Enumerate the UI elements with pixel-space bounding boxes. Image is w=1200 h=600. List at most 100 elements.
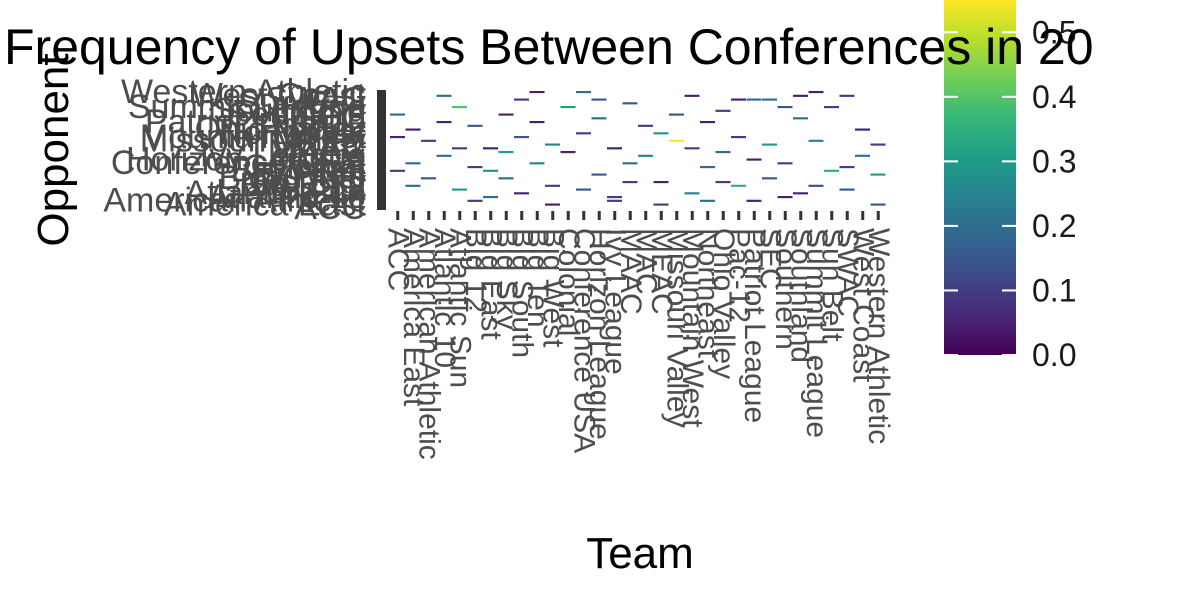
x-tick-label: Colonial [552,228,585,336]
y-tick-label: ACC [294,189,366,227]
heatmap-cell [421,139,436,142]
heatmap-cell [653,132,669,135]
heatmap-cell [653,181,669,184]
y-tick-label: Western Athletic [121,73,366,111]
heatmap-cell [669,113,684,116]
heatmap-cell [514,192,529,195]
heatmap-cell [700,121,715,124]
heatmap-cell [684,192,700,195]
y-tick-label: Conference USA [111,144,366,182]
y-tick-label: Atlantic Sun [185,174,366,212]
y-tick-label: Missouri Valley [140,122,366,160]
x-tick-mark [427,211,431,220]
colorbar-tick-mark [944,160,958,163]
heatmap-cell [715,109,731,112]
heatmap-cell [700,199,715,202]
heatmap-cell [529,121,545,124]
heatmap-cell [607,147,622,150]
x-tick-mark [411,211,415,220]
colorbar-tick-mark [1002,160,1016,163]
colorbar-tick-mark [944,31,958,34]
heatmap-cell [746,98,762,101]
x-tick-mark [458,211,462,220]
colorbar-tick-mark [1002,354,1016,356]
x-tick-mark [845,211,849,220]
heatmap-cell [390,136,405,139]
x-tick-label: Big West [536,228,569,348]
heatmap-cell [452,188,467,191]
y-tick-label: Big East [239,167,366,205]
heatmap-cell [808,184,824,187]
colorbar-tick-label: 0.0 [1032,337,1076,373]
y-tick-label: Big Sky [251,163,366,201]
heatmap-cell [746,199,762,202]
heatmap-cell [762,98,777,101]
y-tick-label: Big West [231,152,367,190]
colorbar-tick-mark [944,354,958,356]
y-tick-label: Big 12 [270,170,366,208]
x-tick-mark [613,211,617,220]
heatmap-cell [777,106,793,109]
heatmap-cell [452,147,467,150]
heatmap-cell [405,184,421,187]
y-tick-label: Big Ten [253,155,366,193]
heatmap-cell [715,151,731,154]
heatmap-cell [731,98,746,101]
x-tick-mark [768,211,772,220]
x-tick-label: MEAC [645,228,678,315]
heatmap-cell [870,173,886,176]
heatmap-cell [483,169,498,172]
colorbar-tick-mark [944,289,958,292]
x-tick-label: Big Sky [490,228,523,330]
x-tick-label: Southland [784,228,817,363]
heatmap-cell [498,113,514,116]
x-tick-mark [799,211,803,220]
y-tick-label: Summit League [128,88,366,126]
x-tick-mark [706,211,710,220]
x-tick-label: American Athletic [412,228,445,460]
heatmap-cell [467,166,483,169]
y-tick-label: MAC [290,129,366,167]
y-tick-label: MEAC [268,125,366,163]
y-tick-label: American Athletic [103,182,366,220]
heatmap-cell [467,199,483,202]
heatmap-cell [498,177,514,180]
x-tick-mark [520,211,524,220]
y-tick-label: Sun Belt [237,84,366,122]
heatmap-cell [653,203,669,206]
y-tick-label: Southland [213,92,366,130]
heatmap-cell [638,124,653,127]
x-tick-label: Southern [769,228,802,350]
heatmap-cell [839,166,855,169]
colorbar [944,0,1016,355]
heatmap-cell [390,113,405,116]
heatmap-cell [731,184,746,187]
heatmap-cell [498,151,514,154]
y-tick-label: Patriot League [145,103,366,141]
x-tick-label: America East [397,228,430,407]
heatmap-cells [390,91,886,206]
x-axis-ticks [396,211,880,220]
heatmap-cell [421,177,436,180]
x-tick-mark [489,211,493,220]
x-tick-label: Ohio Valley [707,228,740,379]
x-tick-mark [628,211,632,220]
heatmap-cell [777,196,793,199]
colorbar-tick-label: 0.1 [1032,272,1076,308]
x-tick-label: Missouri Valley [660,228,693,428]
colorbar-tick-label: 0.5 [1032,14,1076,50]
x-tick-mark [814,211,818,220]
heatmap-cell [591,98,607,101]
heatmap-cell [793,117,808,120]
x-tick-label: Conference USA [567,228,600,453]
x-tick-label: Summit League [800,228,833,438]
y-tick-label: Pac-12 [258,107,366,145]
heatmap-cell [793,192,808,195]
x-tick-label: MAC [629,228,662,295]
heatmap-cell [622,102,638,105]
heatmap-cell [591,173,607,176]
x-tick-label: Atlantic Sun [443,228,476,388]
